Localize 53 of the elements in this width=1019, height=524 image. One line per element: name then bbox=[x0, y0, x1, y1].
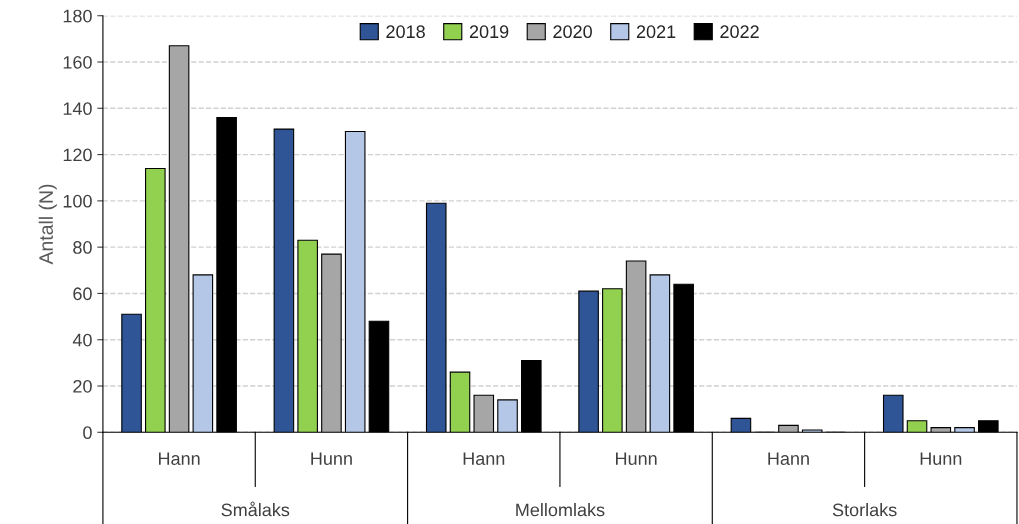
bar bbox=[578, 290, 599, 433]
x-tick-label: Hann bbox=[463, 452, 505, 466]
bar bbox=[344, 130, 366, 433]
y-tick-label: 40 bbox=[72, 333, 92, 347]
bar bbox=[625, 260, 647, 433]
legend-label: 2022 bbox=[720, 25, 759, 39]
text: Storlaks bbox=[832, 503, 897, 517]
bar bbox=[649, 274, 671, 433]
bar bbox=[216, 116, 237, 433]
legend-label: 2021 bbox=[636, 25, 676, 39]
bar bbox=[425, 202, 447, 433]
bar bbox=[602, 288, 623, 433]
bar bbox=[978, 420, 999, 433]
bar bbox=[497, 399, 518, 433]
bar bbox=[449, 371, 471, 433]
bar bbox=[801, 429, 823, 433]
bar bbox=[882, 394, 904, 433]
bar bbox=[145, 167, 166, 433]
bar bbox=[930, 427, 952, 433]
y-tick-label: 0 bbox=[83, 426, 92, 440]
bar bbox=[368, 320, 390, 433]
x-tick-label: Hunn bbox=[920, 452, 962, 466]
bar bbox=[168, 45, 190, 433]
bar bbox=[321, 253, 342, 433]
bar bbox=[273, 128, 295, 433]
legend-label: 2019 bbox=[469, 25, 509, 39]
text: Smålaks bbox=[221, 501, 290, 517]
bar bbox=[906, 420, 928, 433]
bar bbox=[192, 274, 214, 433]
bar bbox=[673, 283, 694, 433]
y-tick-label: 120 bbox=[63, 148, 92, 162]
text: Mellomlaks bbox=[516, 503, 605, 517]
y-axis-title: Antall (N) bbox=[38, 184, 57, 265]
y-tick-label: 20 bbox=[73, 379, 92, 393]
x-tick-label: Hunn bbox=[311, 452, 352, 466]
legend-label: 2020 bbox=[553, 25, 592, 39]
y-tick-label: 100 bbox=[63, 194, 92, 208]
x-tick-label: Hann bbox=[768, 452, 809, 466]
y-tick-label: 180 bbox=[63, 9, 92, 23]
legend-label: 2018 bbox=[386, 25, 425, 39]
y-tick-label: 160 bbox=[63, 55, 92, 69]
x-tick-label: Hunn bbox=[616, 452, 657, 466]
bar bbox=[297, 239, 318, 433]
x-tick-label: Hann bbox=[158, 452, 200, 466]
y-tick-label: 80 bbox=[73, 241, 92, 254]
bar bbox=[121, 313, 142, 433]
bar bbox=[730, 417, 752, 433]
bar bbox=[473, 394, 495, 433]
y-tick-label: 60 bbox=[73, 287, 92, 301]
bar bbox=[521, 360, 542, 433]
y-tick-label: 140 bbox=[63, 102, 92, 116]
bar bbox=[954, 427, 975, 433]
bar bbox=[778, 424, 799, 433]
